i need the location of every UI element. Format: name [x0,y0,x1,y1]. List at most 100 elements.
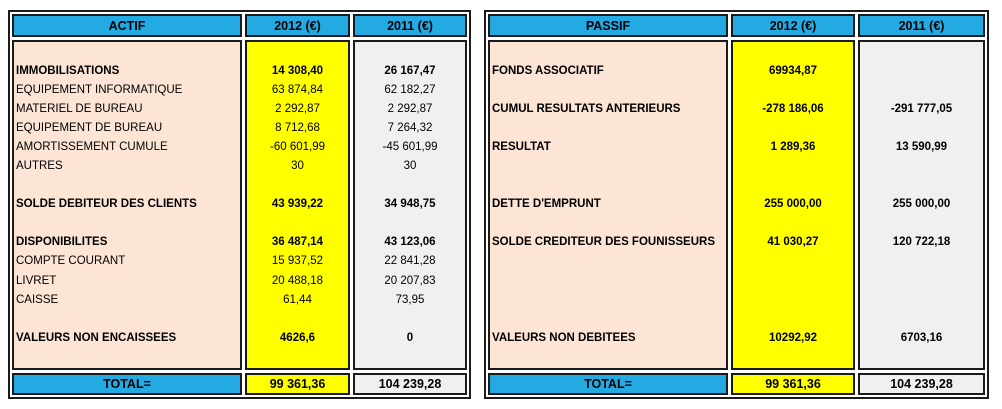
passif-row-label [490,348,726,367]
passif-total-2012: 99 361,36 [731,373,855,395]
actif-labels-column: IMMOBILISATIONS EQUIPEMENT INFORMATIQUE MA… [12,40,242,370]
actif-row-2011-value: 73,95 [395,293,425,306]
actif-row-label: MATERIEL DE BUREAU [16,102,143,115]
passif-row-label: FONDS ASSOCIATIF [492,64,604,77]
actif-row-label: DISPONIBILITES [16,236,108,249]
passif-row-label: CUMUL RESULTATS ANTERIEURS [492,102,681,115]
actif-row-label: AUTRES [16,160,63,173]
actif-row-label: SOLDE DEBITEUR DES CLIENTS [16,198,197,211]
actif-row-2011-value: 7 264,32 [387,122,433,135]
passif-row-2012-value: 41 030,27 [767,236,819,249]
passif-row-label [490,157,726,176]
passif-row-label [490,253,726,272]
passif-row-2011-value [860,119,983,138]
passif-row-2011-value [860,291,983,310]
actif-2011-column-header: 2011 (€) [353,14,467,37]
passif-row-2011-value [860,62,983,81]
passif-2012-values-column: 69934,87 -278 186,06 1 289,36 255 000,00 41 … [731,40,855,370]
actif-row-label: LIVRET [16,274,57,287]
passif-row-label [490,176,726,195]
actif-row-2012-value: 8 712,68 [275,122,320,135]
actif-row-2012-value [247,348,348,367]
actif-row-label: EQUIPEMENT DE BUREAU [16,122,163,135]
actif-row-2012-value: 43 939,22 [271,198,324,211]
actif-row-2011-value [355,176,465,195]
actif-row-2012-value [247,310,348,329]
passif-row-2012-value: 69934,87 [769,64,817,77]
passif-total-2011: 104 239,28 [858,373,985,395]
passif-row-2011-value [860,176,983,195]
passif-row-2011-value: 13 590,99 [895,141,948,154]
passif-row-2011-value [860,157,983,176]
actif-row-label: IMMOBILISATIONS [16,64,120,77]
passif-2011-values-column: -291 777,05 13 590,99 255 000,00 120 722,18… [858,40,985,370]
passif-row-2012-value [733,119,853,138]
actif-row-2012-value: 2 292,87 [275,102,320,115]
actif-row-2012-value [247,215,348,234]
passif-row-2012-value [733,157,853,176]
actif-row-2012-value: 15 937,52 [271,255,324,268]
passif-row-2011-value [860,310,983,329]
passif-2011-column-header: 2011 (€) [858,14,985,37]
passif-row-2012-value [733,81,853,100]
actif-2012-values-column: 14 308,40 63 874,84 2 292,87 8 712,68 -60 60… [245,40,350,370]
passif-row-2012-value: 1 289,36 [770,141,816,154]
actif-row-2012-value: 61,44 [283,293,312,306]
passif-row-2011-value [860,215,983,234]
actif-row-2011-value: 34 948,75 [384,198,436,211]
passif-row-label: SOLDE CREDITEUR DES FOUNISSEURS [492,236,715,249]
actif-row-2011-value [355,215,465,234]
actif-row-label [14,310,240,329]
passif-row-label [490,215,726,234]
passif-row-label: RESULTAT [492,141,551,154]
actif-row-2012-value: 30 [291,160,304,173]
actif-row-2011-value: 43 123,06 [384,236,436,249]
actif-total-2011: 104 239,28 [353,373,467,395]
actif-row-2011-value [355,43,465,62]
passif-row-2012-value [733,43,853,62]
passif-row-2012-value [733,215,853,234]
passif-row-2012-value [733,291,853,310]
actif-row-2012-value: 36 487,14 [271,236,324,249]
actif-total-2012: 99 361,36 [245,373,350,395]
actif-row-2012-value [247,43,348,62]
actif-row-label [14,348,240,367]
passif-row-2012-value: 255 000,00 [764,198,822,211]
passif-row-label [490,81,726,100]
passif-row-2012-value [733,272,853,291]
passif-row-2012-value: 10292,92 [769,331,817,344]
passif-row-label [490,291,726,310]
actif-row-2012-value: 63 874,84 [271,83,324,96]
passif-row-2011-value: -291 777,05 [890,102,953,115]
balance-sheet-tables: ACTIF 2012 (€) 2011 (€) IMMOBILISATIONS E… [8,10,989,399]
passif-row-2012-value [733,253,853,272]
passif-row-label: DETTE D'EMPRUNT [492,198,601,211]
actif-row-2011-value: 22 841,28 [384,255,436,268]
actif-2011-values-column: 26 167,47 62 182,27 2 292,87 7 264,32 -45 60… [353,40,467,370]
passif-row-label [490,272,726,291]
passif-row-2012-value [733,348,853,367]
actif-title-header: ACTIF [12,14,242,37]
passif-total-label: TOTAL= [488,373,728,395]
passif-row-2012-value [733,310,853,329]
actif-row-2011-value: 30 [403,160,417,173]
actif-row-2012-value: 4626,6 [279,331,316,344]
actif-row-2012-value: -60 601,99 [270,141,325,154]
actif-2012-column-header: 2012 (€) [245,14,350,37]
passif-row-label [490,43,726,62]
actif-row-2011-value: 2 292,87 [387,102,433,115]
passif-row-2012-value: -278 186,06 [762,102,824,115]
actif-row-label [14,215,240,234]
actif-row-label: EQUIPEMENT INFORMATIQUE [16,83,183,96]
passif-row-2011-value: 120 722,18 [892,236,951,249]
actif-row-2011-value [355,348,465,367]
actif-row-label: CAISSE [16,293,59,306]
actif-row-2012-value: 20 488,18 [271,274,324,287]
actif-row-2011-value: 20 207,83 [384,274,436,287]
passif-row-2011-value [860,253,983,272]
passif-row-2011-value [860,43,983,62]
passif-2012-column-header: 2012 (€) [731,14,855,37]
passif-row-label: VALEURS NON DEBITEES [492,331,636,344]
actif-row-2011-value: -45 601,99 [382,141,438,154]
